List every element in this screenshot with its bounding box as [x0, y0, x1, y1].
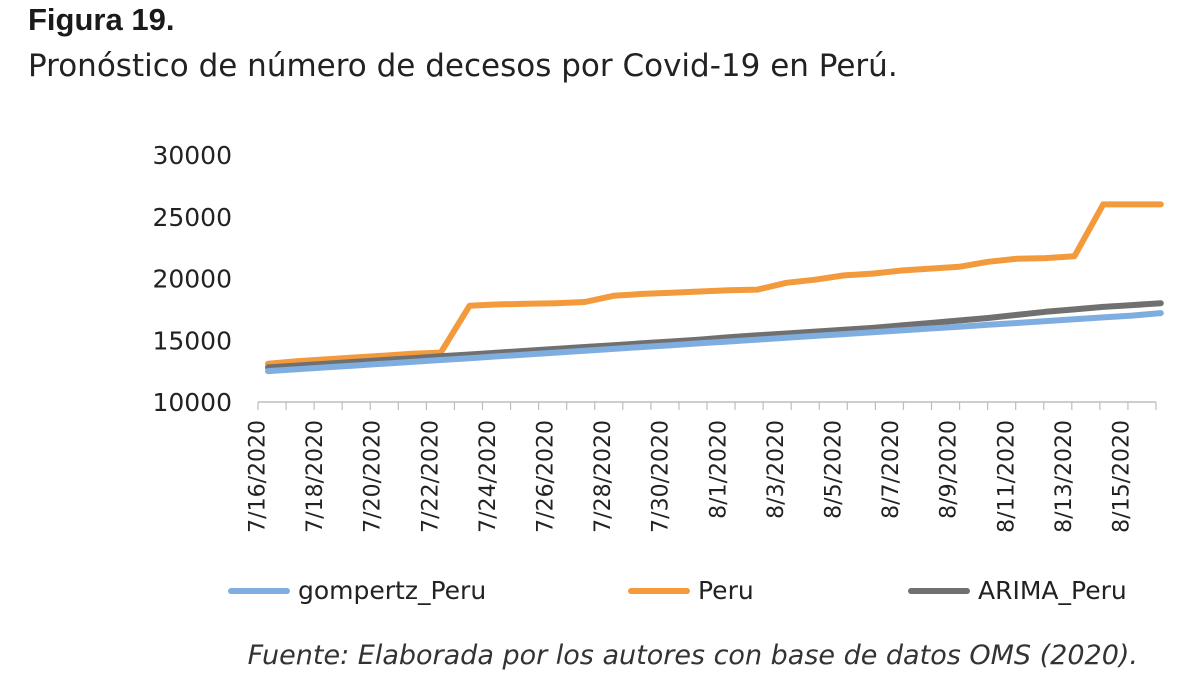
x-tick-label: 7/24/2020: [476, 420, 501, 533]
x-tick-label: 7/30/2020: [649, 420, 674, 533]
y-tick-label: 25000: [152, 203, 232, 232]
y-tick-label: 10000: [152, 388, 232, 417]
y-tick-label: 30000: [152, 141, 232, 170]
series-lines: [265, 201, 1164, 375]
x-tick-label: 8/9/2020: [937, 420, 962, 519]
legend: gompertz_Peru Peru ARIMA_Peru: [0, 576, 1200, 612]
x-tick-label: 7/16/2020: [246, 420, 271, 533]
x-tick-label: 8/11/2020: [994, 420, 1019, 533]
legend-swatch-peru: [628, 587, 690, 594]
legend-swatch-arima: [908, 587, 970, 594]
legend-item-peru: Peru: [628, 576, 754, 605]
x-tick-label: 8/7/2020: [879, 420, 904, 519]
x-tick-label: 7/22/2020: [418, 420, 443, 533]
legend-label-arima: ARIMA_Peru: [978, 576, 1127, 605]
legend-item-arima: ARIMA_Peru: [908, 576, 1127, 605]
figure-label: Figura 19.: [28, 2, 175, 37]
x-tick-label: 7/20/2020: [361, 420, 386, 533]
x-tick-label: 8/1/2020: [706, 420, 731, 519]
figure-source: Fuente: Elaborada por los autores con ba…: [247, 640, 1138, 671]
x-tick-label: 7/26/2020: [534, 420, 559, 533]
series-line-peru: [265, 201, 1164, 367]
legend-swatch-gompertz: [228, 587, 290, 594]
x-tick-label: 8/3/2020: [764, 420, 789, 519]
y-tick-label: 15000: [152, 326, 232, 355]
series-line-arima: [265, 300, 1164, 371]
x-tick-label: 8/13/2020: [1052, 420, 1077, 533]
x-tick-label: 7/18/2020: [303, 420, 328, 533]
legend-label-peru: Peru: [698, 576, 754, 605]
series-line-gompertz: [265, 310, 1164, 375]
x-tick-label: 8/15/2020: [1110, 420, 1135, 533]
legend-item-gompertz: gompertz_Peru: [228, 576, 486, 605]
y-tick-label: 20000: [152, 265, 232, 294]
x-axis: 7/16/2020 7/18/2020 7/20/2020 7/22/2020 7/24…: [246, 401, 1157, 533]
y-tick-labels: 10000 15000 20000 25000 30000: [152, 141, 232, 417]
x-tick-label: 7/28/2020: [591, 420, 616, 533]
x-tick-label: 8/5/2020: [822, 420, 847, 519]
figure-title: Pronóstico de número de decesos por Covi…: [28, 48, 898, 84]
legend-label-gompertz: gompertz_Peru: [298, 576, 487, 605]
